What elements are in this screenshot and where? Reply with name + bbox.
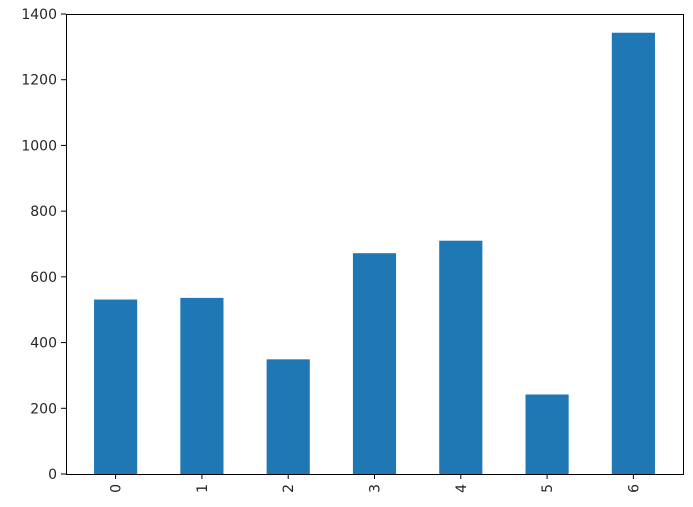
y-tick-label-400: 400 <box>30 336 57 352</box>
x-tick-label-5: 5 <box>540 484 556 493</box>
y-tick-label-800: 800 <box>30 204 57 220</box>
x-tick-label-0: 0 <box>109 484 125 493</box>
y-axis: 0 200 400 600 800 1000 1200 1400 <box>21 7 66 483</box>
y-tick-label-1000: 1000 <box>21 138 57 154</box>
plot-frame <box>66 14 684 475</box>
y-tick-label-1400: 1400 <box>21 7 57 23</box>
y-tick-label-600: 600 <box>30 270 57 286</box>
bar-6 <box>611 32 655 474</box>
x-axis: 0 1 2 3 4 5 6 <box>109 474 642 493</box>
bar-5 <box>525 394 569 474</box>
bar-4 <box>439 240 483 474</box>
y-tick-label-1200: 1200 <box>21 73 57 89</box>
bar-3 <box>352 253 397 474</box>
x-tick-label-1: 1 <box>195 484 211 493</box>
x-tick-label-4: 4 <box>454 484 470 493</box>
bar-1 <box>180 297 224 474</box>
bar-2 <box>266 359 310 474</box>
y-tick-label-200: 200 <box>30 401 57 417</box>
x-tick-label-3: 3 <box>368 484 384 493</box>
bar-0 <box>94 299 138 474</box>
bars-group <box>94 32 655 474</box>
x-tick-label-2: 2 <box>281 484 297 493</box>
x-tick-label-6: 6 <box>626 484 642 493</box>
y-tick-label-0: 0 <box>48 467 57 483</box>
